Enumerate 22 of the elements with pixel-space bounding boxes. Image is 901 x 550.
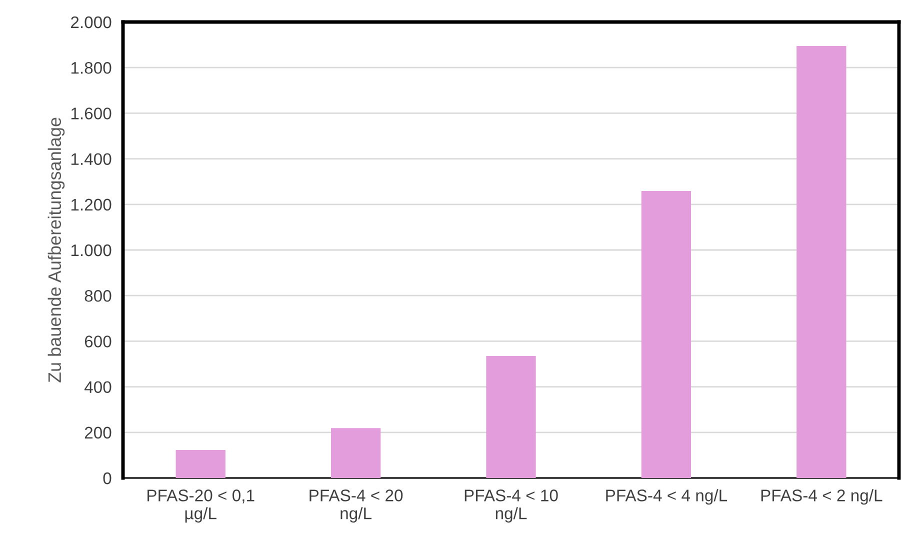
bar: [641, 190, 692, 478]
y-tick-label: 1.400: [71, 153, 112, 166]
y-tick-label: 1.000: [71, 244, 112, 256]
y-tick-label: 0: [103, 472, 112, 484]
y-tick-label: 400: [84, 381, 112, 394]
bar: [176, 450, 226, 478]
x-tick-label: PFAS-4 < 10 ng/L: [464, 490, 558, 523]
y-tick-label: 200: [84, 426, 112, 439]
bar: [486, 356, 536, 478]
y-tick-label: 1.800: [71, 62, 112, 74]
y-axis-title: Zu bauende Aufbereitungsanlage: [48, 118, 65, 382]
y-tick-label: 1.200: [71, 198, 112, 211]
x-tick-label: PFAS-4 < 2 ng/L: [761, 489, 882, 505]
y-tick-label: 1.600: [71, 108, 112, 120]
x-tick-label: PFAS-4 < 20 ng/L: [310, 490, 403, 523]
bar: [796, 46, 846, 478]
y-tick-label: 600: [84, 336, 112, 348]
bar: [330, 428, 381, 478]
x-tick-label: PFAS-4 < 4 ng/L: [606, 489, 728, 505]
x-tick-label: PFAS-20 < 0,1 µg/L: [148, 490, 254, 523]
y-tick-label: 2.000: [71, 16, 112, 28]
y-tick-label: 800: [84, 290, 112, 302]
